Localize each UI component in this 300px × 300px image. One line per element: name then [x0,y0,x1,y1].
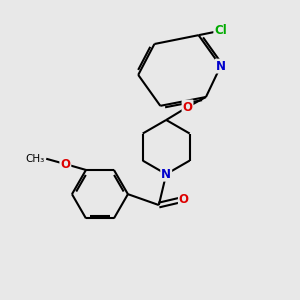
Text: O: O [60,158,70,171]
Text: O: O [179,193,189,206]
Text: N: N [161,168,171,181]
Text: CH₃: CH₃ [26,154,45,164]
Text: N: N [216,60,226,73]
Text: Cl: Cl [214,24,227,37]
Text: O: O [182,100,193,113]
